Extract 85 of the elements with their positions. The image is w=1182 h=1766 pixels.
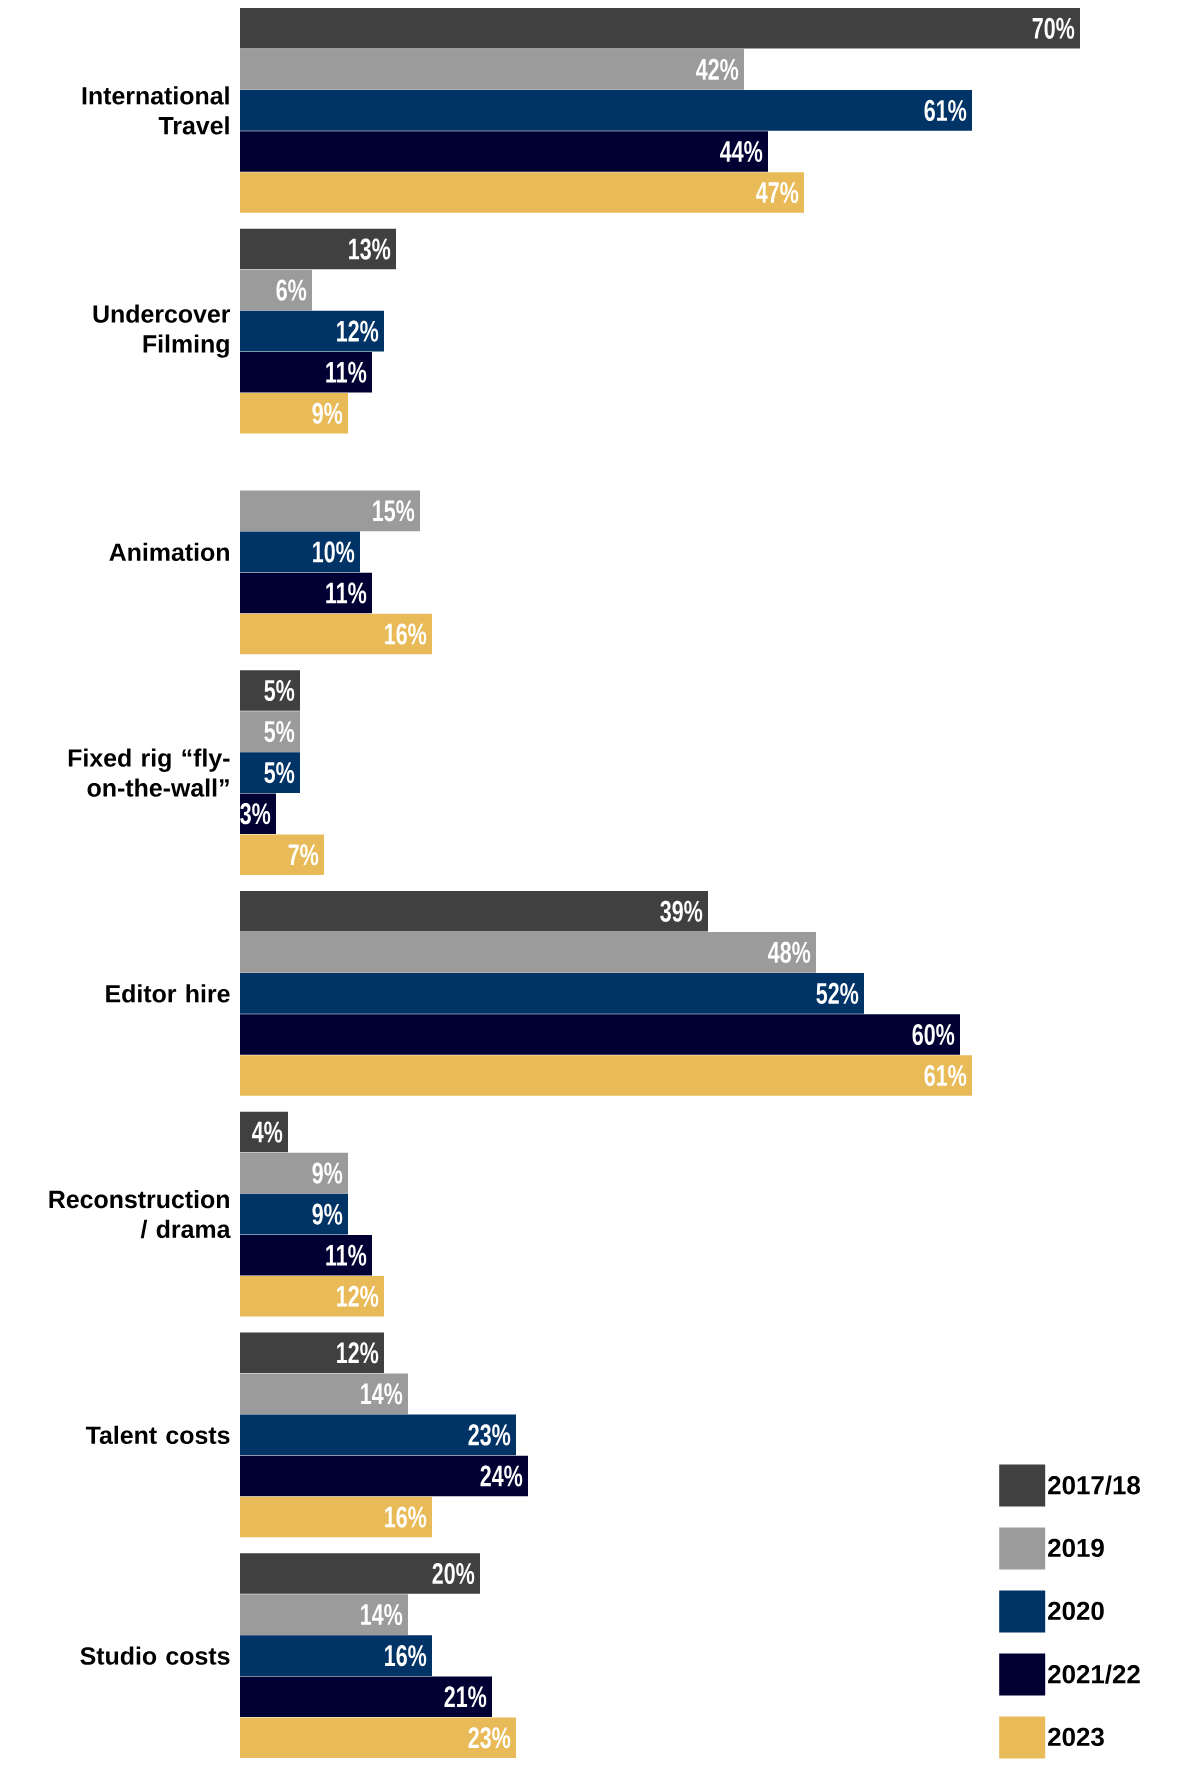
bar xyxy=(240,172,805,213)
bar xyxy=(240,49,744,90)
bar xyxy=(240,890,708,932)
bar xyxy=(240,1635,432,1676)
data-label: 11% xyxy=(326,361,367,383)
bar xyxy=(240,572,372,614)
data-label: 12% xyxy=(337,320,379,342)
data-label: 3% xyxy=(240,803,271,825)
bar xyxy=(240,310,384,352)
legend-label: 2023 xyxy=(1048,1727,1104,1747)
data-label: 13% xyxy=(349,238,391,260)
bar xyxy=(240,1332,384,1374)
bar xyxy=(240,932,817,973)
data-label: 60% xyxy=(912,1023,955,1046)
bar xyxy=(240,1455,528,1497)
data-label: 61% xyxy=(924,1064,967,1087)
data-label: 6% xyxy=(276,279,307,301)
y-tick-label: Undercover Filming xyxy=(93,304,231,358)
data-label: 23% xyxy=(468,1727,511,1749)
bar xyxy=(240,1676,492,1718)
data-label: 14% xyxy=(361,1604,403,1626)
data-label: 11% xyxy=(326,1244,367,1266)
data-label: 9% xyxy=(312,1203,343,1225)
bar xyxy=(240,490,420,532)
data-label: 44% xyxy=(720,140,763,162)
data-label: 47% xyxy=(756,182,799,204)
y-tick-label: Studio costs xyxy=(80,1646,230,1665)
data-label: 61% xyxy=(924,99,967,121)
bar xyxy=(240,228,396,270)
bar xyxy=(240,1234,372,1276)
bar xyxy=(240,90,973,131)
y-tick-label: Animation xyxy=(109,542,229,562)
y-tick-label: Reconstruction / drama xyxy=(49,1189,231,1239)
bar xyxy=(240,531,360,573)
bar xyxy=(240,834,324,876)
bar xyxy=(240,7,1081,49)
data-label: 52% xyxy=(816,982,859,1004)
data-label: 7% xyxy=(288,844,319,866)
legend-label: 2020 xyxy=(1048,1601,1104,1621)
y-tick-label: Fixed rig “fly-on-the-wall” xyxy=(68,748,230,797)
legend-label: 2017/18 xyxy=(1048,1475,1141,1495)
data-label: 10% xyxy=(313,541,355,563)
legend-label: 2021/22 xyxy=(1048,1664,1140,1684)
bar xyxy=(240,1373,408,1415)
y-tick-label: Editor hire xyxy=(106,984,230,1003)
bar xyxy=(240,1193,348,1235)
bar xyxy=(240,1717,516,1759)
bar xyxy=(240,1594,408,1635)
data-label: 16% xyxy=(385,1645,427,1667)
bar xyxy=(240,1553,480,1594)
data-label: 4% xyxy=(252,1121,283,1143)
data-label: 15% xyxy=(373,500,415,522)
legend-label: 2019 xyxy=(1048,1538,1104,1558)
data-label: 16% xyxy=(385,1506,427,1528)
data-label: 12% xyxy=(337,1285,379,1307)
data-label: 9% xyxy=(312,402,343,424)
data-label: 5% xyxy=(264,762,295,784)
data-label: 21% xyxy=(444,1686,487,1708)
data-label: 11% xyxy=(326,582,367,604)
bar xyxy=(240,1055,973,1096)
bar xyxy=(240,613,432,655)
data-label: 20% xyxy=(432,1562,475,1585)
bar xyxy=(240,1275,384,1317)
data-label: 12% xyxy=(337,1342,379,1364)
data-label: 70% xyxy=(1032,17,1075,39)
data-label: 9% xyxy=(312,1162,343,1184)
bar xyxy=(240,131,769,172)
data-label: 42% xyxy=(696,58,739,80)
bar xyxy=(240,1014,961,1055)
bar xyxy=(240,392,348,434)
bar xyxy=(240,1414,516,1456)
data-label: 24% xyxy=(480,1465,523,1487)
data-label: 23% xyxy=(468,1424,511,1446)
bar xyxy=(240,1496,432,1538)
bar xyxy=(240,1152,348,1194)
y-tick-label: International Travel xyxy=(82,86,229,135)
bar xyxy=(240,351,372,393)
data-label: 5% xyxy=(264,721,295,743)
data-label: 14% xyxy=(361,1383,403,1405)
data-label: 48% xyxy=(768,941,811,963)
data-label: 5% xyxy=(264,679,295,702)
bar xyxy=(240,973,865,1014)
y-tick-label: Talent costs xyxy=(85,1425,230,1445)
data-label: 39% xyxy=(660,900,703,922)
data-label: 16% xyxy=(385,623,427,645)
